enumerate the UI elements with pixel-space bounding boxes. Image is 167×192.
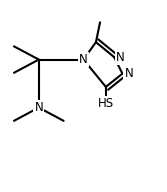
Text: N: N (79, 53, 88, 66)
Text: N: N (34, 101, 43, 114)
Text: HS: HS (98, 97, 114, 110)
Text: N: N (124, 67, 133, 80)
Text: N: N (116, 50, 125, 64)
